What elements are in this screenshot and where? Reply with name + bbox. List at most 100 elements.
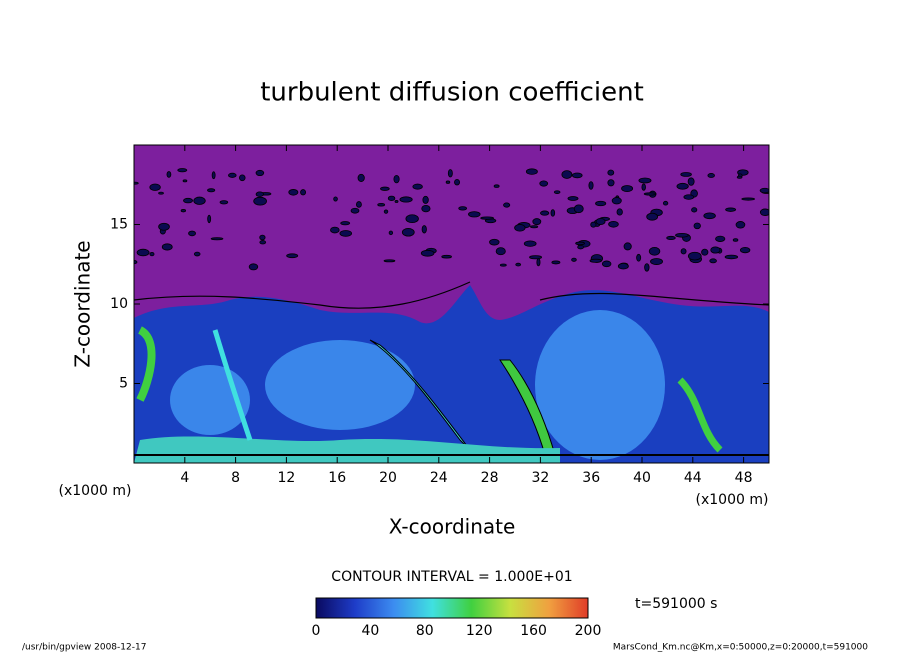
chart-title: turbulent diffusion coefficient [260,78,644,108]
colorbar-tick-label: 80 [416,623,434,639]
speck [607,169,615,176]
speck [550,209,556,217]
speck [573,204,584,214]
speck [703,212,716,220]
speck [523,240,537,247]
speck [454,179,460,186]
speck [515,262,522,267]
speck [529,255,543,260]
speck [161,243,173,251]
streak [212,329,253,441]
x-tick-label: 28 [481,470,499,486]
speck [710,246,721,254]
speck [687,251,702,261]
speck [177,168,188,173]
speck [149,251,155,257]
speck [503,202,511,208]
speck [709,258,717,264]
contour-line [539,292,769,306]
speck [259,240,267,245]
speck [330,226,340,234]
speck [388,230,394,236]
speck [590,221,597,228]
speck [732,238,739,242]
speck [468,211,481,218]
x-tick-label: 24 [430,470,448,486]
speck [211,171,216,180]
speck [387,195,396,202]
eddy [265,340,415,430]
speck [561,170,573,179]
speck [480,216,494,220]
speck [736,175,743,179]
speck [255,191,264,197]
speck [648,246,661,256]
x-tick-label: 8 [231,470,240,486]
speck [680,172,692,177]
speck [383,259,396,263]
time-label: t=591000 s [635,596,717,612]
speck [725,207,737,212]
speck [687,177,695,186]
speck [158,222,170,231]
x-tick-label: 40 [633,470,651,486]
speck [666,235,676,241]
speck [701,248,709,256]
speck [607,179,615,187]
speck [715,235,726,242]
speck [207,188,216,193]
speck [136,248,150,257]
colorbar-tick-label: 160 [520,623,547,639]
speck [380,186,390,191]
speck [188,230,196,237]
speck [525,168,538,175]
speck [420,249,435,257]
speck [739,246,751,254]
speck [617,262,629,270]
speck [567,196,579,201]
speck [577,245,584,250]
colorbar-tick-label: 120 [466,623,493,639]
speck [288,189,299,196]
speck [616,208,623,216]
speck [693,222,701,230]
speck [180,209,187,213]
speck [300,189,307,196]
specks [134,168,769,272]
speck [646,212,659,221]
speck [638,177,652,184]
speck [636,253,642,262]
y-axis-label: Z-coordinate [71,240,95,367]
speck [676,182,689,190]
speck [166,171,172,178]
speck [193,196,206,205]
speck [741,197,756,201]
y-unit: (x1000 m) [59,483,132,499]
streak [134,436,560,463]
speck [536,258,541,267]
speck [248,263,259,271]
speck [340,221,351,226]
speck [539,180,549,187]
speck [691,207,698,213]
speck [149,183,161,191]
footer-left: /usr/bin/gpview 2008-12-17 [22,643,146,653]
speck [499,263,507,267]
speck [571,172,583,179]
y-tick-label: 15 [110,217,128,233]
speck [514,224,526,232]
speck [650,258,663,265]
speck [445,180,451,184]
speck [675,232,689,238]
eddy [535,310,665,460]
speck [193,251,201,257]
footer-right: MarsCond_Km.nc@Km,x=0:50000,z=0:20000,t=… [613,643,868,653]
speck [575,241,585,246]
speck [253,196,267,206]
speck [458,206,468,211]
speck [571,257,577,262]
speck [339,230,353,237]
x-unit: (x1000 m) [696,492,769,508]
speck [383,209,389,214]
speck [401,228,415,237]
